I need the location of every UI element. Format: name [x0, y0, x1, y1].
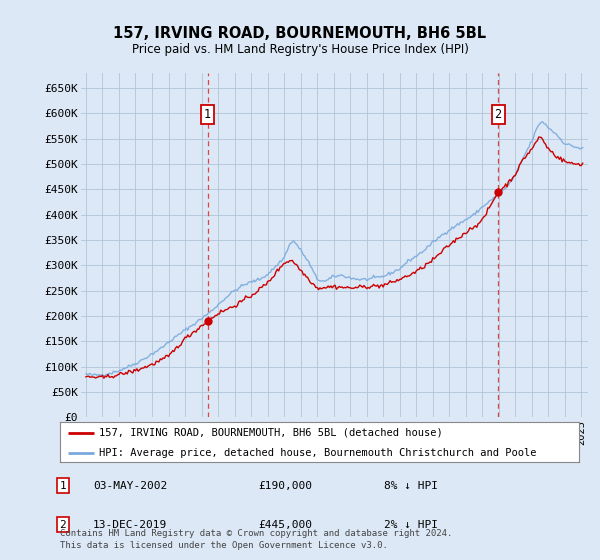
Text: 157, IRVING ROAD, BOURNEMOUTH, BH6 5BL (detached house): 157, IRVING ROAD, BOURNEMOUTH, BH6 5BL (…	[99, 428, 443, 437]
Text: 03-MAY-2002: 03-MAY-2002	[93, 480, 167, 491]
Text: 2% ↓ HPI: 2% ↓ HPI	[384, 520, 438, 530]
Text: 8% ↓ HPI: 8% ↓ HPI	[384, 480, 438, 491]
Text: 1: 1	[59, 480, 67, 491]
Text: £445,000: £445,000	[258, 520, 312, 530]
Text: 13-DEC-2019: 13-DEC-2019	[93, 520, 167, 530]
Text: Price paid vs. HM Land Registry's House Price Index (HPI): Price paid vs. HM Land Registry's House …	[131, 43, 469, 56]
Text: 157, IRVING ROAD, BOURNEMOUTH, BH6 5BL: 157, IRVING ROAD, BOURNEMOUTH, BH6 5BL	[113, 26, 487, 41]
Text: 1: 1	[204, 108, 211, 120]
Text: 2: 2	[494, 108, 502, 120]
Text: Contains HM Land Registry data © Crown copyright and database right 2024.
This d: Contains HM Land Registry data © Crown c…	[60, 529, 452, 550]
Text: HPI: Average price, detached house, Bournemouth Christchurch and Poole: HPI: Average price, detached house, Bour…	[99, 448, 536, 458]
Text: 2: 2	[59, 520, 67, 530]
Text: £190,000: £190,000	[258, 480, 312, 491]
